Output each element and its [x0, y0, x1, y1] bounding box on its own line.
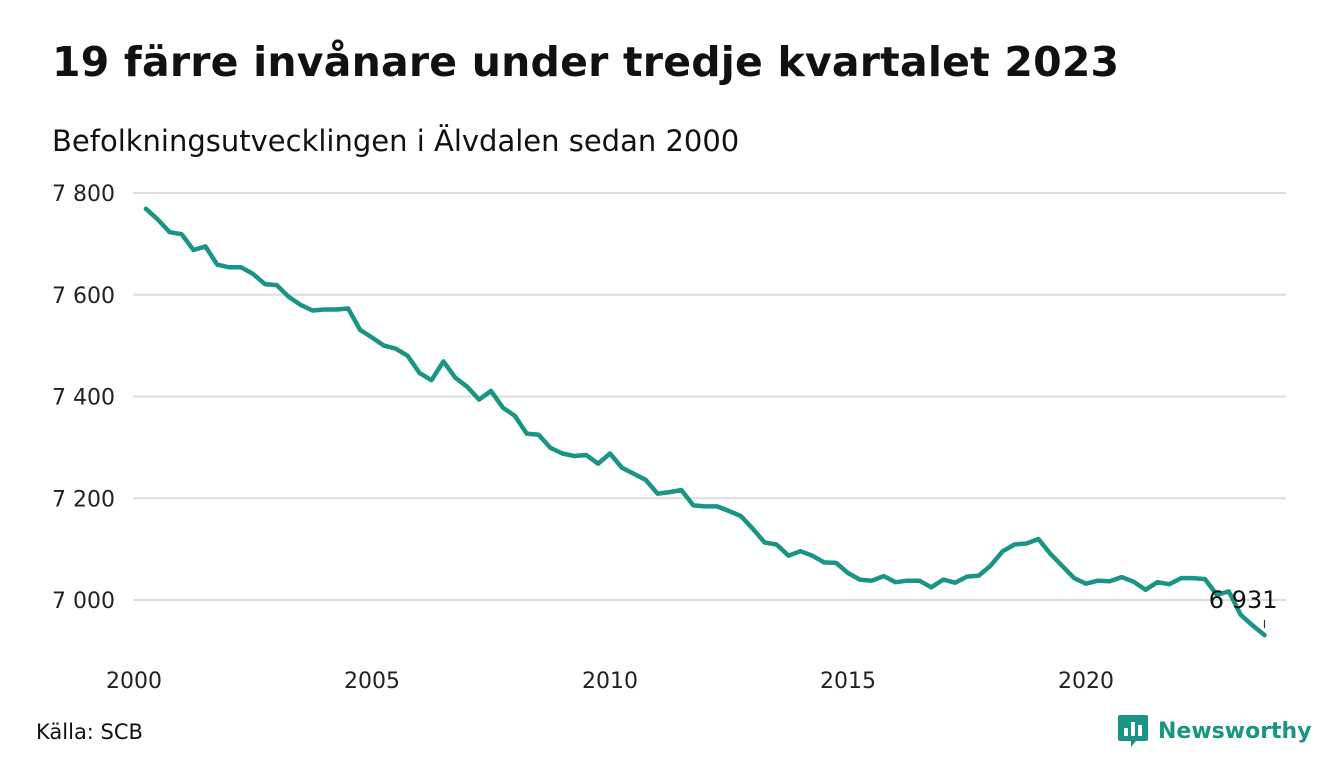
gridlines — [133, 192, 1286, 601]
x-axis-ticks: 2000 2005 2010 2015 2020 — [106, 669, 1114, 694]
x-tick-label: 2015 — [820, 669, 876, 694]
y-axis-ticks: 7 000 7 200 7 400 7 600 7 800 — [52, 182, 115, 614]
newsworthy-chart-bubble-icon — [1118, 715, 1148, 747]
end-label-layer: 6 931 — [1209, 586, 1278, 629]
series-layer — [143, 206, 1267, 638]
x-tick-label: 2000 — [106, 669, 162, 694]
series-line — [143, 206, 1267, 638]
brand-logo[interactable]: Newsworthy — [1117, 713, 1312, 749]
x-tick-label: 2010 — [582, 669, 638, 694]
brand-name: Newsworthy — [1158, 718, 1312, 744]
chart-title: 19 färre invånare under tredje kvartalet… — [52, 38, 1120, 86]
y-tick-label: 7 400 — [52, 386, 115, 411]
end-value-label: 6 931 — [1209, 586, 1278, 614]
source-note: Källa: SCB — [36, 720, 143, 744]
y-tick-label: 7 000 — [52, 589, 115, 614]
x-tick-label: 2020 — [1058, 669, 1114, 694]
y-tick-label: 7 200 — [52, 487, 115, 512]
y-tick-label: 7 600 — [52, 284, 115, 309]
x-tick-label: 2005 — [344, 669, 400, 694]
chart-subtitle: Befolkningsutvecklingen i Älvdalen sedan… — [52, 124, 740, 158]
y-tick-label: 7 800 — [52, 182, 115, 207]
